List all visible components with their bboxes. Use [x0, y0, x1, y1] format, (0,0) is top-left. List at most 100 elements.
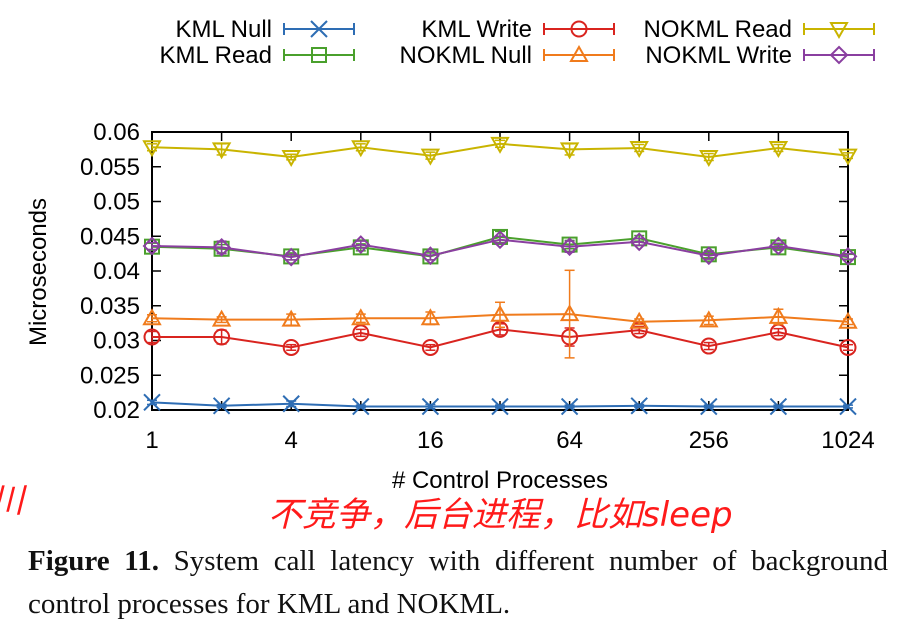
data-point-nokml-read — [699, 150, 719, 168]
data-point-kml-null — [352, 397, 370, 416]
figure-label: Figure 11. — [28, 545, 159, 577]
error-bar-nokml-null — [564, 269, 575, 359]
data-point-nokml-read — [629, 140, 649, 159]
error-bar-kml-write — [147, 330, 157, 344]
marker-stroke — [700, 397, 718, 416]
x-tick-label: 4 — [285, 427, 298, 454]
series-nokml-null — [142, 269, 858, 359]
data-point-nokml-null — [699, 310, 719, 328]
data-point-nokml-null — [629, 311, 649, 329]
legend-marker — [829, 45, 849, 65]
marker-stroke — [310, 20, 328, 38]
data-point-kml-write — [143, 328, 161, 346]
error-bar-kml-write — [773, 327, 784, 337]
error-bar-nokml-write — [843, 252, 853, 260]
data-point-nokml-null — [559, 304, 580, 322]
data-point-kml-write — [839, 338, 857, 356]
data-point-kml-null — [491, 397, 509, 416]
data-point-nokml-write — [629, 232, 649, 252]
data-point-nokml-null — [490, 304, 510, 322]
error-bar-kml-write — [843, 343, 853, 351]
y-tick-label: 0.045 — [80, 223, 140, 250]
data-point-nokml-read — [838, 148, 858, 166]
legend-item-kml-null: KML Null — [176, 16, 355, 43]
x-tick-label: 1 — [145, 427, 158, 454]
marker-stroke — [839, 397, 857, 416]
marker-stroke — [282, 395, 300, 413]
marker-stroke — [212, 397, 231, 415]
y-tick-label: 0.035 — [80, 293, 140, 320]
data-point-nokml-null — [420, 308, 441, 326]
legend-marker — [310, 20, 328, 38]
handwritten-note: 不竞争，后台进程，比如sleep — [268, 495, 733, 535]
series-kml-null — [143, 393, 857, 416]
legend-label: KML Write — [421, 16, 532, 43]
data-point-nokml-write — [838, 246, 858, 266]
data-point-nokml-write — [420, 246, 440, 266]
data-point-kml-null — [700, 397, 718, 416]
marker-stroke — [352, 397, 370, 416]
plot-frame — [151, 131, 849, 411]
legend-label: NOKML Read — [644, 16, 793, 43]
x-tick-label: 16 — [417, 427, 444, 454]
data-point-nokml-write — [699, 246, 719, 266]
data-point-nokml-read — [281, 150, 301, 168]
series-kml-write — [143, 320, 857, 356]
caption-text: System call latency with different numbe… — [28, 545, 888, 620]
data-point-nokml-null — [351, 308, 371, 326]
error-bar-kml-write — [425, 343, 436, 351]
data-point-kml-write — [282, 338, 300, 356]
marker-stroke — [421, 397, 440, 416]
data-point-nokml-write — [212, 237, 232, 257]
data-point-nokml-write — [142, 236, 162, 256]
y-tick-label: 0.055 — [80, 154, 140, 181]
data-point-nokml-write — [351, 235, 371, 255]
series-nokml-read — [142, 136, 858, 168]
legend-item-kml-write: KML Write — [421, 16, 615, 43]
data-point-nokml-write — [768, 236, 788, 256]
data-point-nokml-write — [560, 237, 580, 257]
data-point-kml-write — [421, 338, 439, 356]
legend-label: KML Null — [176, 16, 272, 43]
data-point-kml-null — [769, 397, 788, 416]
data-point-nokml-read — [351, 140, 371, 158]
data-point-nokml-read — [420, 148, 441, 166]
data-point-kml-null — [560, 397, 579, 416]
error-bar-nokml-write — [216, 240, 227, 255]
handwritten-margin-mark: 川 — [0, 481, 27, 521]
y-tick-label: 0.05 — [93, 189, 140, 216]
x-tick-label: 256 — [689, 427, 729, 454]
chart-axes: 0.02 0.025 0.03 0.035 0.04 0.045 0.05 0.055 0.06… — [80, 119, 875, 454]
marker-stroke — [491, 397, 509, 416]
error-bar-kml-write — [286, 343, 297, 351]
data-point-kml-null — [630, 397, 648, 415]
data-point-nokml-read — [490, 136, 510, 154]
data-point-kml-null — [212, 397, 231, 415]
data-point-kml-write — [213, 328, 231, 346]
y-tick-label: 0.06 — [93, 119, 140, 146]
data-point-nokml-read — [559, 142, 580, 160]
error-bar-kml-write — [355, 328, 366, 338]
legend-marker — [570, 20, 588, 38]
x-tick-label: 1024 — [821, 427, 874, 454]
legend-marker — [569, 44, 589, 62]
data-point-nokml-write — [281, 247, 301, 267]
chart-plot-area — [142, 136, 858, 416]
figure-caption: Figure 11. System call latency with diff… — [28, 540, 888, 626]
legend-item-nokml-read: NOKML Read — [644, 16, 875, 43]
data-point-nokml-null — [838, 311, 858, 329]
legend-label: KML Read — [160, 42, 273, 69]
data-point-kml-write — [700, 337, 718, 355]
x-axis-title: # Control Processes — [392, 467, 608, 494]
legend-item-kml-read: KML Read — [160, 42, 355, 69]
y-tick-label: 0.025 — [80, 362, 140, 389]
data-point-nokml-read — [142, 140, 162, 158]
error-bar-nokml-write — [286, 253, 297, 261]
marker-stroke — [769, 397, 788, 416]
legend-marker — [829, 22, 849, 40]
y-tick-label: 0.04 — [93, 258, 140, 285]
data-point-nokml-read — [768, 140, 789, 159]
error-bar-nokml-write — [773, 242, 784, 250]
